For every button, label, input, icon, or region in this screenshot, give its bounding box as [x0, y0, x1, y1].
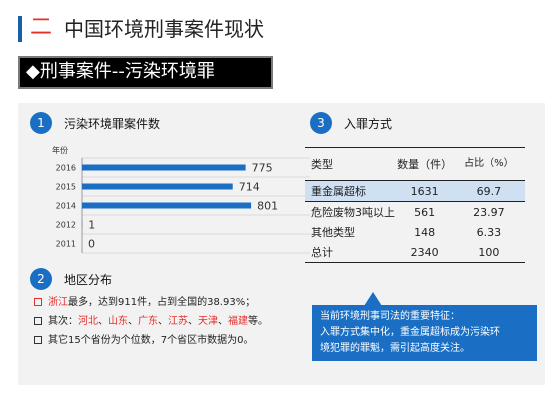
section2-number-badge: 2: [30, 268, 52, 290]
region-note-3: 其它15个省份为个位数，7个省区市数据为0。: [34, 331, 253, 350]
row-count: 561: [414, 205, 436, 219]
province-item: 河北: [78, 316, 98, 327]
section3-number-badge: 3: [310, 112, 332, 134]
square-bullet-icon: [34, 317, 42, 325]
province-item: 天津: [198, 316, 218, 327]
bar-2016: [82, 164, 246, 171]
value-label-2014: 801: [257, 200, 278, 213]
row-type: 危险废物3吨以上: [311, 206, 395, 219]
category-label-2012: 2012: [56, 221, 76, 230]
callout-line: 当前环境刑事司法的重要特征：: [320, 311, 460, 322]
value-label-2012: 1: [88, 219, 95, 232]
region-note-2-prefix: 其次：: [48, 316, 78, 327]
chart-year-unit-label: 年份: [52, 145, 68, 155]
section-banner-text: ◆刑事案件--污染环境罪: [26, 61, 215, 82]
page-title: 中国环境刑事案件现状: [64, 17, 264, 41]
row-ratio: 69.7: [476, 184, 502, 198]
col-header-count: 数量（件）: [397, 158, 453, 171]
header-accent-bar: [18, 16, 22, 42]
section-banner: [18, 56, 273, 89]
section3-title: 入罪方式: [344, 117, 393, 131]
province-item: 福建: [228, 316, 248, 327]
row-count: 148: [414, 225, 436, 239]
section-number: 二: [30, 15, 53, 40]
separator: 、: [158, 316, 168, 327]
chart-value-labels: 775 714 801 1 0: [88, 162, 278, 251]
section2-title: 地区分布: [64, 273, 113, 287]
table-row: 危险废物3吨以上 561 23.97: [305, 202, 525, 223]
chart-bars: [82, 164, 252, 228]
province-item: 广东: [138, 316, 158, 327]
category-label-2015: 2015: [56, 183, 76, 192]
province-item: 江苏: [168, 316, 188, 327]
col-header-type: 类型: [311, 158, 333, 171]
table-row: 重金属超标 1631 69.7: [305, 180, 525, 202]
region-note-3-text: 其它15个省份为个位数，7个省区市数据为0。: [48, 335, 254, 346]
row-count: 2340: [410, 245, 439, 259]
category-label-2011: 2011: [56, 240, 76, 249]
region-note-1: 浙江最多，达到911件，占到全国的38.93%；: [34, 293, 255, 312]
value-label-2011: 0: [88, 238, 95, 251]
table-row: 其他类型 148 6.33: [305, 222, 525, 242]
row-ratio: 100: [478, 245, 500, 259]
region-note-2: 其次：河北、山东、广东、江苏、天津、福建等。: [34, 312, 268, 331]
conviction-table: 类型 数量（件） 占比（%） 重金属超标 1631 69.7 危险废物3吨以上 …: [305, 148, 525, 263]
separator: 、: [218, 316, 228, 327]
col-header-ratio: 占比（%）: [464, 158, 514, 169]
separator: 、: [128, 316, 138, 327]
bar-2014: [82, 202, 252, 209]
region-note-1-text: 最多，达到911件，占到全国的38.93%；: [68, 297, 256, 308]
row-type: 重金属超标: [311, 185, 366, 198]
province-item: 山东: [108, 316, 128, 327]
separator: 、: [188, 316, 198, 327]
category-label-2014: 2014: [56, 202, 76, 211]
section1-title: 污染环境罪案件数: [64, 117, 161, 131]
callout-line: 境犯罪的罪魁，需引起高度关注。: [320, 343, 470, 354]
conviction-table-wrap: 类型 数量（件） 占比（%） 重金属超标 1631 69.7 危险废物3吨以上 …: [305, 147, 525, 263]
case-count-bar-chart: 年份 2016 2015 2014 2012 2011 775 714 801 1 0: [52, 145, 310, 254]
square-bullet-icon: [34, 336, 42, 344]
value-label-2015: 714: [239, 181, 260, 194]
bar-2015: [82, 183, 233, 190]
row-ratio: 23.97: [473, 205, 505, 219]
callout-line: 入罪方式集中化，重金属超标成为污染环: [320, 327, 500, 338]
row-type: 总计: [311, 246, 333, 259]
checkbox-icon: [34, 298, 42, 306]
callout-box: 当前环境刑事司法的重要特征： 入罪方式集中化，重金属超标成为污染环 境犯罪的罪魁…: [312, 305, 537, 361]
region-note-2-suffix: 等。: [248, 316, 268, 327]
table-row: 总计 2340 100: [305, 242, 525, 263]
category-label-2016: 2016: [56, 164, 76, 173]
row-ratio: 6.33: [476, 225, 502, 239]
row-type: 其他类型: [311, 226, 355, 239]
value-label-2016: 775: [252, 162, 273, 175]
callout-pointer: [364, 292, 382, 306]
row-count: 1631: [410, 184, 439, 198]
section1-number-badge: 1: [30, 112, 52, 134]
top-province: 浙江: [48, 297, 68, 308]
chart-category-labels: 2016 2015 2014 2012 2011: [56, 164, 76, 249]
separator: 、: [98, 316, 108, 327]
